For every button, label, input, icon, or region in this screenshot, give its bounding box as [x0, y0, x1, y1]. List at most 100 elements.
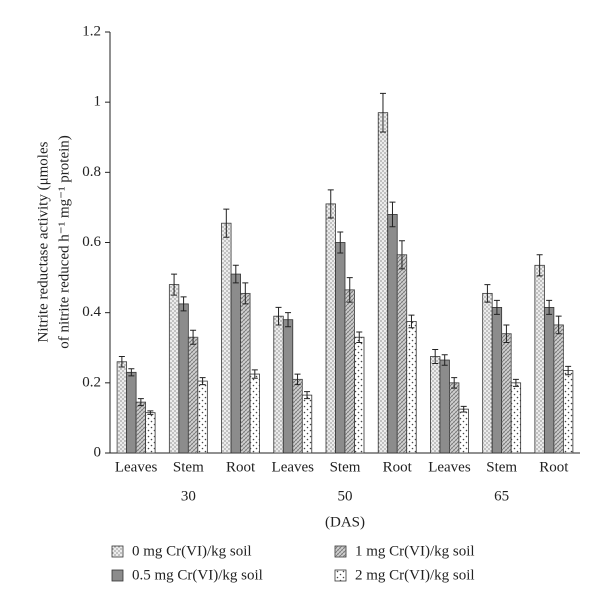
y-tick-label: 0 [94, 444, 102, 460]
error-bar [503, 324, 510, 343]
x-tick-label: Stem [173, 459, 204, 475]
legend-label: 0.5 mg Cr(VI)/kg soil [132, 567, 263, 583]
bar [335, 242, 346, 454]
bar [354, 336, 365, 454]
error-bar [147, 410, 154, 415]
bar [449, 382, 460, 454]
bar [458, 408, 469, 454]
legend-label: 0 mg Cr(VI)/kg soil [132, 543, 252, 559]
bar [501, 333, 512, 454]
error-bar [398, 240, 405, 270]
error-bar [512, 378, 519, 387]
bar [282, 319, 294, 454]
error-bar [285, 312, 292, 328]
error-bar [484, 284, 491, 303]
bar [553, 324, 564, 454]
bar [377, 112, 389, 454]
y-tick-label: 0.2 [82, 374, 101, 390]
legend-swatch-pattern [112, 570, 123, 581]
x-tick-label: Leaves [115, 459, 158, 475]
error-bar [251, 369, 258, 379]
error-bar [408, 314, 415, 329]
error-bar [190, 329, 197, 345]
bar [145, 412, 156, 454]
error-bar [356, 331, 363, 343]
error-bar [199, 377, 206, 386]
bar [430, 356, 441, 454]
bar [562, 370, 574, 454]
group-label: 65 [494, 488, 509, 504]
bar [396, 254, 408, 454]
legend-swatch-pattern [112, 546, 123, 557]
group-label: 30 [181, 488, 196, 504]
y-tick-label: 0.6 [82, 234, 101, 250]
bar [187, 336, 199, 454]
y-tick-label: 0.8 [82, 164, 101, 180]
error-bar [460, 405, 467, 413]
error-bar [294, 373, 301, 386]
bar [292, 378, 303, 454]
bar [135, 401, 147, 454]
error-bar [337, 231, 344, 254]
error-bar [389, 201, 396, 228]
bar [126, 371, 137, 454]
bar [197, 380, 208, 454]
error-bar [232, 264, 239, 284]
error-bar [304, 391, 311, 400]
x-tick-label: Leaves [272, 459, 315, 475]
bar [178, 303, 189, 454]
x-tick-label: Root [383, 459, 413, 475]
error-bar [493, 299, 500, 315]
y-axis-label: of nitrite reduced h⁻¹ mg⁻¹ protein) [56, 135, 72, 349]
y-tick-label: 1 [94, 94, 102, 110]
error-bar [275, 306, 282, 326]
x-tick-label: Leaves [428, 459, 471, 475]
bar [221, 222, 232, 454]
error-bar [451, 377, 458, 389]
bar [325, 203, 336, 454]
error-bar [327, 189, 334, 219]
x-tick-label: Stem [330, 459, 361, 475]
error-bar [223, 208, 230, 238]
legend-label: 1 mg Cr(VI)/kg soil [355, 543, 475, 559]
bar [534, 264, 545, 454]
bar [230, 273, 241, 454]
y-tick-label: 1.2 [82, 23, 101, 39]
error-bar [128, 368, 135, 377]
bar [406, 321, 417, 454]
error-bar [441, 354, 448, 366]
error-bar [536, 254, 543, 277]
y-axis-label: Nitrite reductase activity (μmoles [35, 141, 51, 342]
bar [240, 292, 251, 454]
bar [491, 307, 503, 454]
legend-swatch-pattern [335, 546, 346, 557]
bar [273, 315, 284, 454]
y-tick-label: 0.4 [82, 304, 101, 320]
bar [387, 214, 398, 454]
bar [301, 394, 313, 454]
error-bar [242, 282, 249, 305]
legend-label: 2 mg Cr(VI)/kg soil [355, 567, 475, 583]
x-tick-label: Stem [486, 459, 517, 475]
x-tick-label: Root [539, 459, 569, 475]
error-bar [137, 398, 144, 407]
group-label: 50 [338, 488, 353, 504]
bar [116, 361, 128, 454]
error-bar [118, 356, 125, 368]
x-axis-label: (DAS) [325, 514, 365, 530]
error-bar [432, 349, 439, 365]
error-bar [346, 277, 353, 303]
error-bar [555, 315, 562, 335]
bar [344, 289, 355, 454]
bar [168, 284, 180, 454]
error-bar [171, 273, 178, 296]
error-bar [379, 92, 386, 133]
error-bar [565, 365, 572, 376]
error-bar [546, 299, 553, 315]
bar [439, 359, 450, 454]
error-bar [180, 296, 187, 312]
bar [543, 307, 555, 454]
x-tick-label: Root [226, 459, 256, 475]
